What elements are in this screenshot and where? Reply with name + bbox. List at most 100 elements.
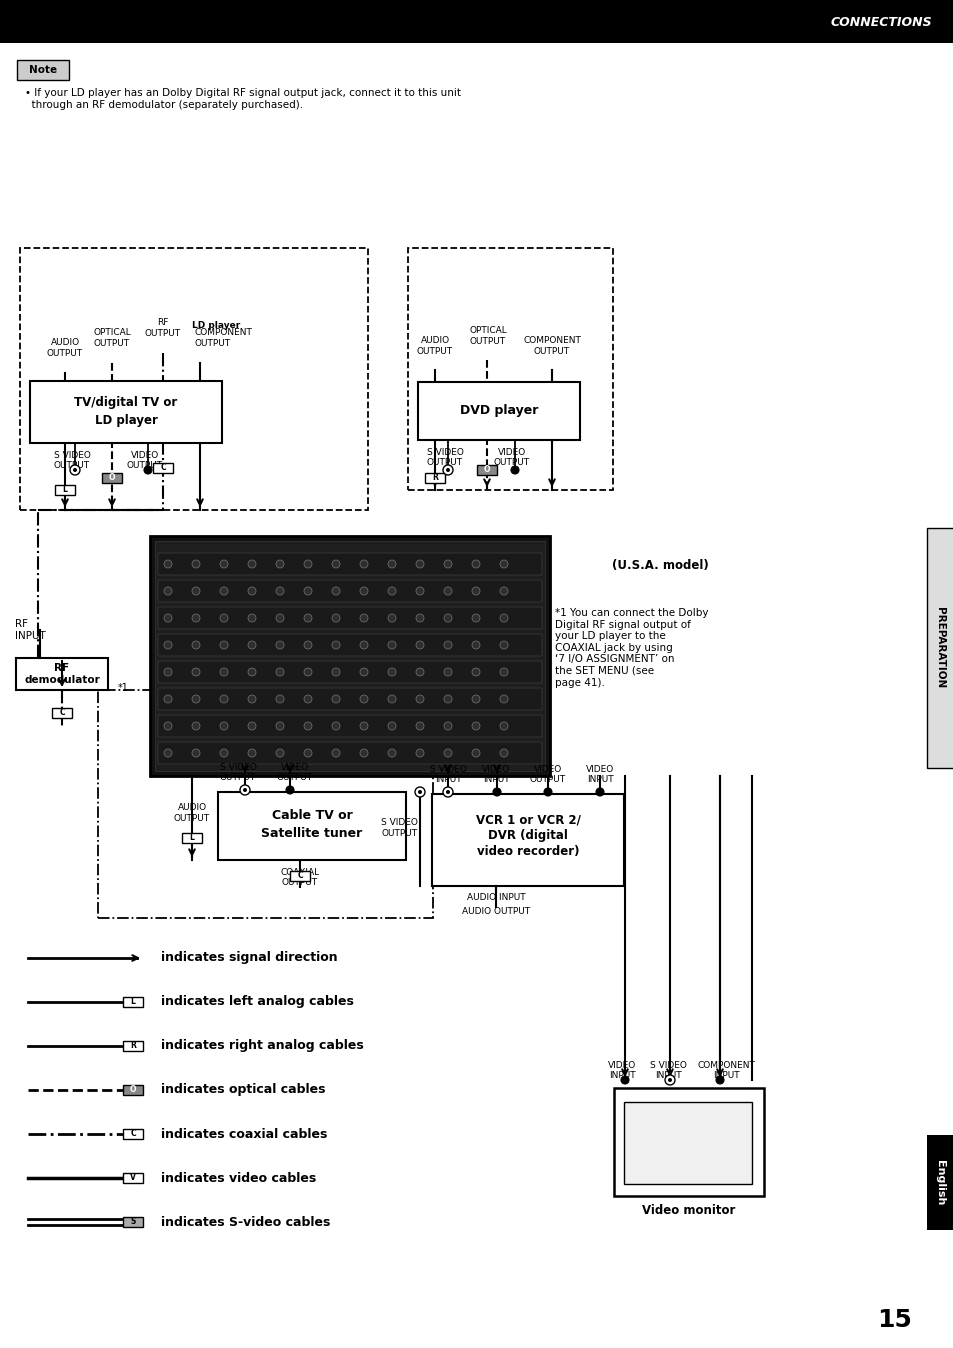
- Circle shape: [220, 696, 228, 704]
- Circle shape: [248, 723, 255, 731]
- Circle shape: [416, 613, 423, 621]
- Circle shape: [359, 642, 368, 648]
- Circle shape: [286, 786, 294, 794]
- Text: S VIDEO
OUTPUT: S VIDEO OUTPUT: [381, 818, 417, 837]
- Circle shape: [275, 696, 284, 704]
- Bar: [158, 580, 541, 603]
- Text: S VIDEO
OUTPUT: S VIDEO OUTPUT: [219, 763, 256, 782]
- Circle shape: [446, 468, 450, 472]
- Circle shape: [192, 696, 200, 704]
- Circle shape: [620, 1076, 628, 1084]
- Circle shape: [388, 642, 395, 648]
- Circle shape: [304, 613, 312, 621]
- Bar: [154, 541, 544, 771]
- Text: L: L: [63, 485, 68, 495]
- Circle shape: [332, 613, 339, 621]
- Text: OPTICAL
OUTPUT: OPTICAL OUTPUT: [469, 326, 506, 345]
- Circle shape: [248, 586, 255, 594]
- Circle shape: [472, 749, 479, 758]
- Circle shape: [499, 586, 507, 594]
- Bar: [123, 998, 143, 1007]
- Bar: [158, 687, 541, 710]
- Circle shape: [192, 723, 200, 731]
- Bar: [290, 871, 310, 882]
- Circle shape: [275, 642, 284, 648]
- Circle shape: [388, 749, 395, 758]
- Bar: [218, 793, 406, 860]
- Circle shape: [388, 586, 395, 594]
- Text: indicates optical cables: indicates optical cables: [161, 1084, 325, 1096]
- Text: S VIDEO
INPUT: S VIDEO INPUT: [649, 1061, 686, 1080]
- Circle shape: [304, 669, 312, 675]
- Text: DVR (digital: DVR (digital: [488, 829, 567, 842]
- Circle shape: [164, 749, 172, 758]
- Text: indicates coaxial cables: indicates coaxial cables: [161, 1127, 327, 1140]
- Text: S VIDEO
OUTPUT: S VIDEO OUTPUT: [53, 452, 91, 470]
- Text: Satellite tuner: Satellite tuner: [261, 828, 362, 841]
- Text: PREPARATION: PREPARATION: [934, 608, 944, 689]
- Circle shape: [220, 723, 228, 731]
- Bar: [158, 741, 541, 764]
- Text: VIDEO
OUTPUT: VIDEO OUTPUT: [276, 763, 313, 782]
- Circle shape: [192, 586, 200, 594]
- Bar: [123, 1173, 143, 1184]
- Circle shape: [220, 559, 228, 568]
- Circle shape: [275, 749, 284, 758]
- Circle shape: [388, 723, 395, 731]
- Circle shape: [332, 669, 339, 675]
- Circle shape: [275, 669, 284, 675]
- Circle shape: [275, 613, 284, 621]
- Text: RF
OUTPUT: RF OUTPUT: [145, 318, 181, 338]
- Text: AUDIO INPUT: AUDIO INPUT: [466, 892, 525, 902]
- Text: (U.S.A. model): (U.S.A. model): [612, 559, 708, 573]
- Text: *1 You can connect the Dolby
Digital RF signal output of
your LD player to the
C: *1 You can connect the Dolby Digital RF …: [555, 608, 708, 687]
- Circle shape: [416, 669, 423, 675]
- Text: C: C: [160, 464, 166, 473]
- Circle shape: [472, 723, 479, 731]
- Bar: [123, 1041, 143, 1051]
- Text: CONNECTIONS: CONNECTIONS: [829, 15, 931, 28]
- Circle shape: [472, 642, 479, 648]
- Circle shape: [332, 749, 339, 758]
- Circle shape: [192, 559, 200, 568]
- Circle shape: [332, 586, 339, 594]
- Circle shape: [493, 789, 500, 797]
- Text: S VIDEO
INPUT: S VIDEO INPUT: [429, 764, 466, 785]
- Circle shape: [164, 613, 172, 621]
- Bar: [182, 833, 202, 842]
- Bar: [123, 1085, 143, 1095]
- Circle shape: [388, 613, 395, 621]
- Bar: [614, 1088, 763, 1196]
- Bar: [926, 1135, 953, 1229]
- Circle shape: [543, 789, 552, 797]
- Text: LD player: LD player: [192, 322, 240, 330]
- Circle shape: [359, 559, 368, 568]
- Text: VIDEO
INPUT: VIDEO INPUT: [481, 764, 510, 785]
- Circle shape: [164, 559, 172, 568]
- Text: indicates right analog cables: indicates right analog cables: [161, 1039, 363, 1053]
- Bar: [417, 381, 579, 439]
- Circle shape: [417, 790, 421, 794]
- Text: DVD player: DVD player: [459, 404, 537, 418]
- Circle shape: [164, 669, 172, 675]
- Circle shape: [73, 468, 77, 472]
- Circle shape: [164, 586, 172, 594]
- Text: O: O: [109, 473, 115, 483]
- Circle shape: [144, 466, 152, 474]
- Circle shape: [332, 642, 339, 648]
- Circle shape: [664, 1074, 675, 1085]
- Circle shape: [472, 696, 479, 704]
- Circle shape: [220, 749, 228, 758]
- Circle shape: [359, 723, 368, 731]
- Bar: [432, 794, 623, 886]
- Circle shape: [248, 749, 255, 758]
- Text: Note: Note: [29, 65, 57, 75]
- Circle shape: [192, 749, 200, 758]
- Circle shape: [248, 613, 255, 621]
- Circle shape: [388, 669, 395, 675]
- Text: RF
demodulator: RF demodulator: [24, 663, 100, 685]
- Bar: [158, 661, 541, 683]
- Circle shape: [359, 586, 368, 594]
- Circle shape: [220, 586, 228, 594]
- Circle shape: [240, 785, 250, 795]
